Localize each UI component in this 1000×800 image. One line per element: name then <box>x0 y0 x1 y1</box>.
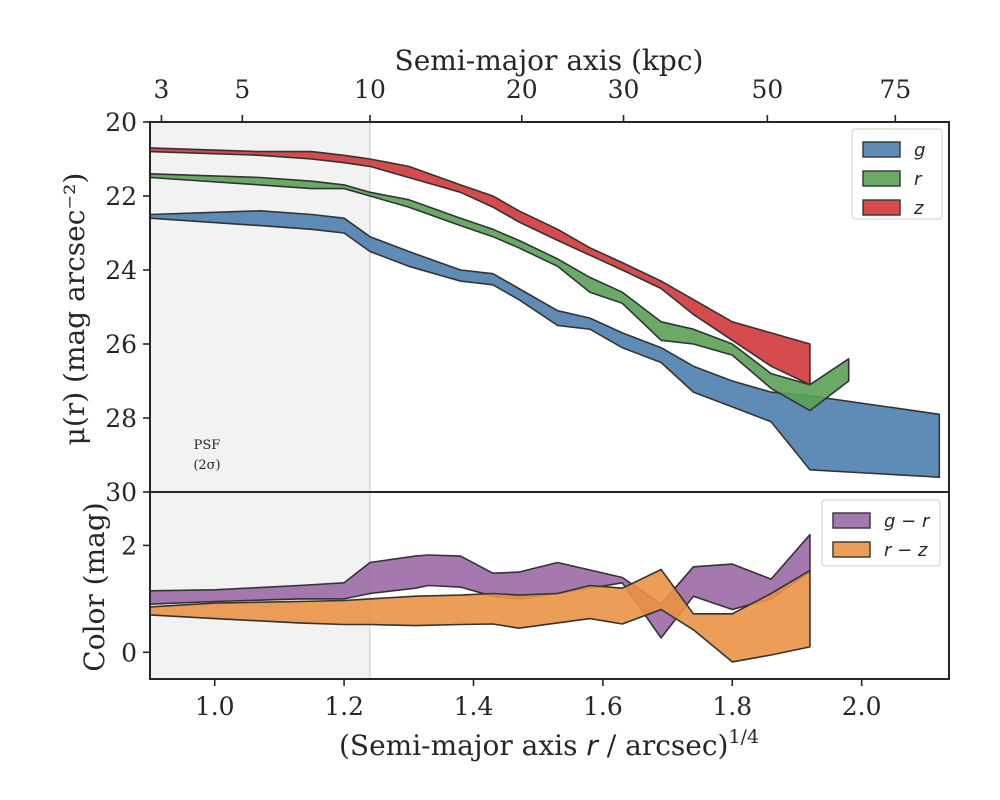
legend-swatch-g <box>862 141 901 158</box>
x-tick-label-bottom: 1.6 <box>583 692 623 721</box>
x-tick-label-top: 30 <box>608 75 640 104</box>
top-x-axis-label: Semi-major axis (kpc) <box>395 44 704 77</box>
x-tick-label-bottom: 1.2 <box>324 692 364 721</box>
y-tick-label-top: 24 <box>105 256 137 285</box>
bottom-y-axis-label: Color (mag) <box>78 502 111 671</box>
x-tick-label-top: 5 <box>234 75 250 104</box>
surface-brightness-bands <box>150 147 941 479</box>
x-tick-label-bottom: 1.4 <box>454 692 494 721</box>
x-tick-label-bottom: 1.8 <box>712 692 752 721</box>
legend-label-z: z <box>913 198 924 219</box>
legend-color: g − r r − z <box>821 499 941 567</box>
x-tick-label-top: 20 <box>506 75 538 104</box>
legend-surface-brightness: grz <box>851 128 943 220</box>
legend-label-g: g <box>914 140 925 161</box>
band-g <box>150 210 941 479</box>
legend-swatch-r <box>862 170 901 187</box>
legend-swatch-z <box>862 199 901 216</box>
legend-label-r: r <box>914 169 923 190</box>
x-tick-label-bottom: 2.0 <box>842 692 882 721</box>
y-tick-label-top: 28 <box>105 404 137 433</box>
x-tick-label-top: 3 <box>153 75 169 104</box>
x-tick-label-top: 50 <box>751 75 783 104</box>
x-tick-label-bottom: 1.0 <box>195 692 235 721</box>
band-r <box>150 173 850 412</box>
y-tick-label-top: 20 <box>105 108 137 137</box>
bottom-panel-frame <box>149 491 950 680</box>
legend-label-g-r: g − r <box>884 511 931 532</box>
y-tick-label-top: 30 <box>105 478 137 507</box>
legend-swatch-r-z <box>832 541 871 558</box>
top-y-axis-label: μ(r) (mag arcsec⁻²) <box>58 173 91 446</box>
psf-label-line1: PSF <box>194 438 221 453</box>
y-tick-label-bottom: 2 <box>121 531 137 560</box>
y-tick-label-bottom: 0 <box>121 638 137 667</box>
legend-swatch-g-r <box>832 512 871 529</box>
y-tick-label-top: 22 <box>105 182 137 211</box>
band-r-z <box>150 568 811 663</box>
x-tick-label-top: 10 <box>354 75 386 104</box>
x-tick-label-top: 75 <box>879 75 911 104</box>
legend-label-r-z: r − z <box>884 540 928 561</box>
axis-ticks: 20 22 24 26 28 30 0 2 1.0 1.2 1.4 1.6 1.8 2.0 3 5 10 20 30… <box>105 75 911 721</box>
y-tick-label-top: 26 <box>105 330 137 359</box>
color-bands <box>150 533 811 663</box>
psf-label-line2: (2σ) <box>193 458 220 473</box>
band-z <box>150 147 811 386</box>
bottom-x-axis-label: (Semi-major axis r / arcsec)1/4 <box>339 726 759 762</box>
